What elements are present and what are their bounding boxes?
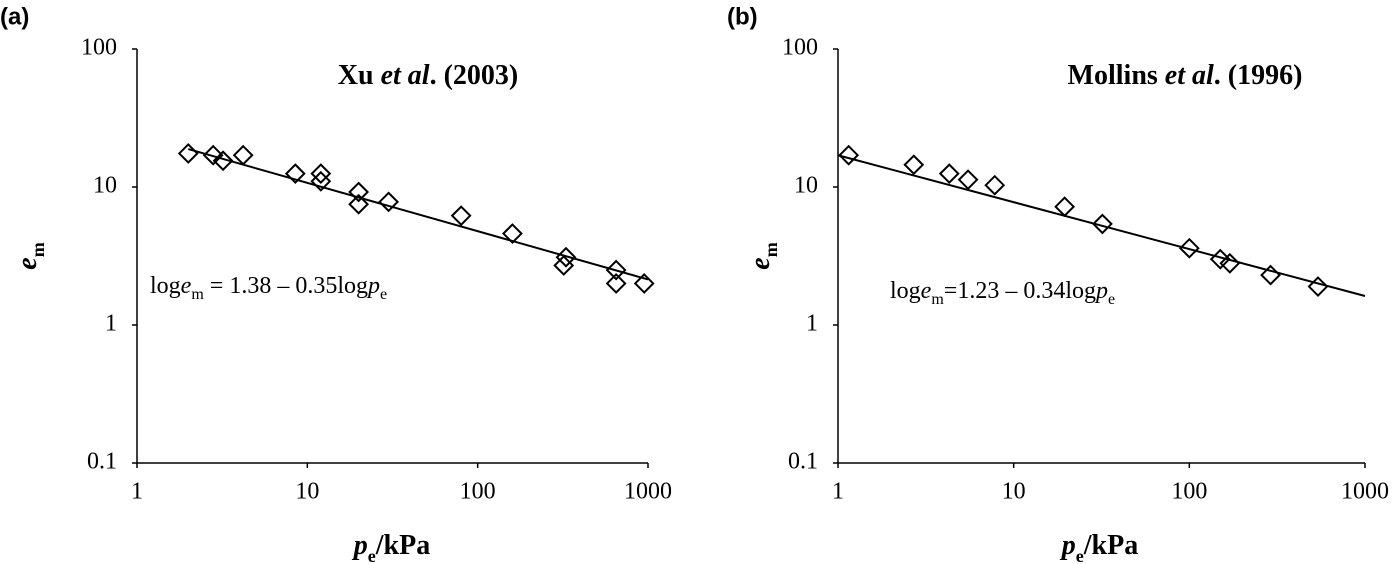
data-point <box>633 273 655 294</box>
x-tick-label: 100 <box>460 479 496 505</box>
fit-line <box>837 154 1366 297</box>
data-point <box>605 259 627 281</box>
data-point <box>202 144 224 166</box>
text-part: /kPa <box>375 530 430 561</box>
y-tick-label: 10 <box>794 173 818 199</box>
data-point <box>555 246 577 268</box>
data-point <box>310 163 332 185</box>
x-tick-label: 1 <box>131 479 143 505</box>
text-part: m <box>28 242 48 257</box>
x-axis-label: pe/kPa <box>352 530 430 564</box>
text-part: e <box>1076 546 1084 564</box>
data-point <box>938 163 960 185</box>
x-tick-label: 100 <box>1171 479 1207 505</box>
chart-title: Xu et al. (2003) <box>338 60 518 91</box>
text-part: . (2003) <box>430 60 519 91</box>
text-part: . (1996) <box>1214 60 1303 91</box>
data-point <box>177 143 199 164</box>
panel-label: (a) <box>0 3 29 30</box>
y-tick-label: 100 <box>782 35 818 61</box>
data-point <box>212 150 234 172</box>
text-part: e <box>921 278 932 304</box>
y-tick-label: 1 <box>105 311 117 337</box>
data-point <box>1209 248 1231 270</box>
chart-panel: (b) 0.1 1 10 100 1 10 100 1000 Mollins et al. (19… <box>727 3 1389 564</box>
text-part: log <box>890 278 921 304</box>
data-point <box>1219 252 1241 274</box>
data-point <box>232 144 254 166</box>
data-point <box>378 191 400 213</box>
y-axis-label: em <box>745 242 781 269</box>
text-part: et al <box>381 60 430 91</box>
chart-title: Mollins et al. (1996) <box>1068 60 1303 91</box>
fit-line <box>188 148 649 281</box>
data-point <box>310 170 332 192</box>
y-tick-label: 0.1 <box>87 449 117 475</box>
text-part: m <box>931 291 944 308</box>
text-part: e <box>181 273 192 299</box>
data-point <box>903 154 925 176</box>
data-point <box>348 193 370 215</box>
data-point <box>284 163 306 185</box>
text-part: p <box>1060 530 1076 561</box>
data-point <box>1260 264 1281 286</box>
data-point <box>1178 237 1200 259</box>
chart-panel: (a) 0.1 1 10 100 1 10 100 1000 Xu et al. (2003) lo… <box>0 3 672 564</box>
data-point <box>1307 276 1329 297</box>
y-axis-label: em <box>12 242 48 269</box>
text-part: /kPa <box>1083 530 1138 561</box>
y-tick-label: 0.1 <box>788 449 818 475</box>
data-point <box>1054 196 1076 218</box>
text-part: =1.23 – 0.34log <box>944 278 1096 304</box>
text-part: = 1.38 – 0.35log <box>204 273 368 299</box>
y-tick-label: 1 <box>806 311 818 337</box>
panel-label: (b) <box>727 3 758 30</box>
data-point <box>502 223 523 244</box>
data-point <box>957 169 979 191</box>
data-point <box>838 144 860 166</box>
text-part: e <box>12 257 43 269</box>
text-part: et al <box>1165 60 1214 91</box>
text-part: log <box>150 273 181 299</box>
x-tick-label: 1000 <box>1341 479 1389 505</box>
text-part: p <box>366 273 380 299</box>
x-tick-label: 10 <box>295 479 319 505</box>
data-point <box>605 273 627 294</box>
equation: logem=1.23 – 0.34logpe <box>890 278 1115 309</box>
equation: logem = 1.38 – 0.35logpe <box>150 273 387 304</box>
y-tick-label: 10 <box>93 173 117 199</box>
text-part: e <box>745 257 776 269</box>
text-part: Xu <box>338 60 381 91</box>
x-tick-label: 1000 <box>624 479 672 505</box>
data-point <box>984 174 1006 196</box>
y-tick-label: 100 <box>81 35 117 61</box>
text-part: p <box>352 530 368 561</box>
text-part: e <box>380 286 387 303</box>
text-part: Mollins <box>1068 60 1165 91</box>
text-part: p <box>1094 278 1108 304</box>
text-part: m <box>761 242 781 257</box>
data-point <box>1091 213 1113 235</box>
x-tick-label: 10 <box>1002 479 1026 505</box>
x-axis-label: pe/kPa <box>1060 530 1138 564</box>
data-point <box>553 255 575 276</box>
text-part: m <box>191 286 204 303</box>
text-part: e <box>368 546 376 564</box>
x-tick-label: 1 <box>832 479 844 505</box>
data-point <box>450 205 472 227</box>
data-point <box>348 181 370 203</box>
text-part: e <box>1108 291 1115 308</box>
